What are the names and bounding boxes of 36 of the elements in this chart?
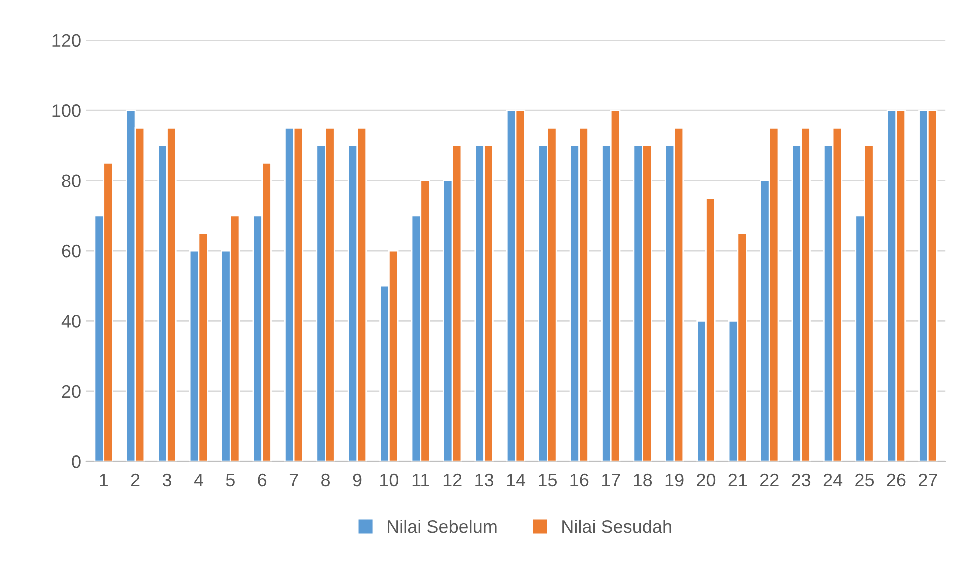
x-tick-label: 6 <box>258 474 267 487</box>
x-tick-label: 26 <box>887 474 906 487</box>
y-tick-label: 60 <box>62 244 81 258</box>
x-tick-label: 15 <box>539 474 557 487</box>
x-tick-label: 8 <box>322 474 330 487</box>
x-tick-label: 18 <box>634 474 652 487</box>
x-tick-label: 9 <box>353 474 362 487</box>
x-tick-label: 25 <box>856 474 874 487</box>
x-tick-label: 23 <box>792 474 811 487</box>
x-tick-label: 17 <box>602 474 620 486</box>
x-tick-label: 19 <box>666 474 684 487</box>
x-tick-label: 3 <box>162 474 172 487</box>
x-tick-label: 13 <box>476 474 494 487</box>
x-tick-label: 27 <box>919 474 938 486</box>
y-tick-label: 80 <box>62 174 81 188</box>
x-tick-label: 24 <box>824 474 843 486</box>
x-tick-label: 1 <box>100 474 108 486</box>
y-tick-label: 120 <box>52 34 81 48</box>
x-tick-label: 10 <box>380 474 399 487</box>
legend-label: Nilai Sebelum <box>388 520 497 534</box>
x-tick-label: 16 <box>570 474 589 487</box>
x-tick-label: 22 <box>760 474 779 486</box>
x-tick-label: 2 <box>131 474 140 486</box>
x-tick-label: 14 <box>507 474 526 486</box>
x-tick-label: 12 <box>444 474 462 486</box>
x-tick-label: 5 <box>226 474 235 487</box>
x-tick-label: 4 <box>194 474 204 486</box>
x-tick-label: 21 <box>728 474 748 486</box>
y-tick-label: 0 <box>72 456 81 468</box>
legend-label: Nilai Sesudah <box>562 520 672 534</box>
y-tick-label: 100 <box>52 104 81 118</box>
x-tick-label: 11 <box>412 474 430 486</box>
y-tick-label: 20 <box>62 385 81 398</box>
x-tick-label: 20 <box>697 474 716 487</box>
y-tick-label: 40 <box>62 315 81 328</box>
x-tick-label: 7 <box>290 474 298 486</box>
